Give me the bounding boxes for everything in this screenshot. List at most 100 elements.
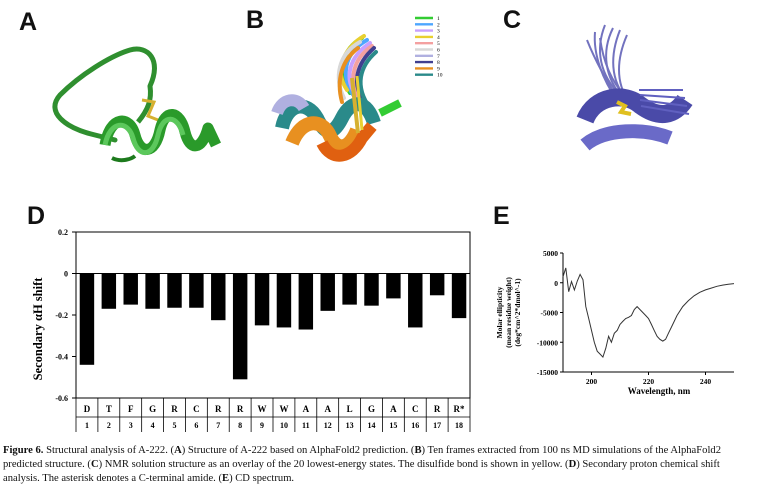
chart-d-position-label: 17	[433, 421, 441, 430]
chart-d-bar-10	[276, 273, 292, 328]
chart-e-ylabel-line-3: (deg*cm^2*dmol^-1)	[513, 278, 522, 347]
chart-d-bar-4	[145, 273, 160, 309]
chart-d-residue-label: R*	[454, 404, 465, 414]
legend-label-10: 10	[437, 73, 443, 79]
chart-d-bar-11	[298, 273, 314, 330]
legend-label-6: 6	[437, 48, 440, 54]
legend-label-1: 1	[437, 16, 440, 22]
chart-e-xlabel: Wavelength, nm	[628, 386, 691, 396]
chart-d-residue-label: W	[279, 404, 288, 414]
chart-e-xtick-label: 220	[643, 377, 655, 386]
chart-d-residue-label: W	[258, 404, 267, 414]
chart-d-bar-18	[451, 273, 467, 319]
chart-d-bar-15	[386, 273, 401, 299]
chart-d-position-label: 6	[194, 421, 198, 430]
chart-d-residue-label: A	[324, 404, 331, 414]
chart-e-ytick-label: -15000	[537, 368, 558, 377]
chart-d-bar-2	[101, 273, 117, 309]
panel-letter-d: D	[27, 202, 46, 230]
chart-e-ylabel-line-2: (mean residue weight)	[504, 277, 513, 348]
chart-d-bar-14	[364, 273, 379, 306]
chart-d-position-label: 2	[107, 421, 111, 430]
chart-d-position-label: 1	[85, 421, 89, 430]
chart-d-ylabel: Secondary αH shift	[31, 277, 45, 381]
caption-segment-7: ) NMR solution structure as an overlay o…	[98, 459, 569, 470]
caption-segment-4: B	[414, 445, 422, 456]
chart-d-bar-5	[167, 273, 182, 308]
chart-e-ylabel-line-1: Molar ellipticity	[495, 286, 504, 338]
chart-d-residue-label: R	[215, 404, 222, 414]
panel-c-nmr-overlay-image	[576, 24, 693, 151]
chart-d-residue-label: R	[434, 404, 441, 414]
chart-d-ytick-label: -0.6	[55, 394, 68, 403]
caption-segment-11: ) CD spectrum.	[229, 473, 295, 484]
chart-d-bar-16	[408, 273, 423, 328]
chart-d: Secondary αH shift 0.2 0 -0.2 -0.4 -0.6 D 1 T 2…	[31, 228, 471, 432]
chart-e-ytick-label: -5000	[541, 309, 559, 318]
chart-d-residue-label: G	[149, 404, 156, 414]
chart-d-residue-label: G	[368, 404, 375, 414]
chart-d-bar-13	[342, 273, 357, 305]
legend-label-5: 5	[437, 41, 440, 47]
panel-a-structure-image	[52, 46, 221, 163]
chart-d-residue-label: C	[193, 404, 200, 414]
chart-e: Molar ellipticity (mean residue weight) (d…	[495, 249, 735, 396]
caption-segment-5: ) Ten frames extracted from 100 ns MD si…	[3, 445, 721, 470]
chart-e-ytick-label: 0	[554, 279, 558, 288]
panel-letter-c: C	[503, 6, 522, 34]
legend-label-2: 2	[437, 22, 440, 28]
caption-body: Structural analysis of A-222. (A) Struct…	[3, 445, 721, 484]
chart-d-position-label: 13	[346, 421, 354, 430]
chart-d-position-label: 10	[280, 421, 288, 430]
chart-d-position-label: 7	[216, 421, 220, 430]
chart-d-bar-12	[320, 273, 335, 311]
legend-label-8: 8	[437, 60, 440, 66]
chart-d-residue-label: D	[84, 404, 91, 414]
caption-segment-8: D	[568, 459, 577, 470]
caption-segment-9: ) Secondary proton chemical shift analys…	[3, 459, 720, 484]
legend-label-9: 9	[437, 66, 440, 72]
chart-d-residue-label: C	[412, 404, 419, 414]
caption-segment-2: A	[174, 445, 182, 456]
chart-d-residue-label: A	[390, 404, 397, 414]
panel-letter-b: B	[246, 6, 265, 34]
chart-d-ytick-label: 0	[64, 270, 68, 279]
chart-d-bar-6	[189, 273, 204, 308]
chart-e-xtick-label: 240	[700, 377, 712, 386]
chart-d-bar-7	[211, 273, 226, 321]
chart-d-position-label: 12	[324, 421, 332, 430]
chart-e-xtick-label: 200	[586, 377, 598, 386]
chart-d-bar-17	[429, 273, 445, 296]
chart-d-position-label: 11	[302, 421, 310, 430]
chart-d-position-label: 5	[173, 421, 177, 430]
chart-d-ytick-label: -0.4	[55, 353, 68, 362]
legend-label-3: 3	[437, 29, 440, 35]
caption-segment-1: Structural analysis of A-222. (	[43, 445, 175, 456]
figure-caption: Figure 6. Structural analysis of A-222. …	[3, 444, 755, 486]
chart-d-bar-9	[254, 273, 270, 326]
legend-label-7: 7	[437, 54, 440, 60]
chart-e-ytick-label: -10000	[537, 338, 558, 347]
chart-d-bar-8	[232, 273, 248, 380]
chart-d-residue-label: R	[171, 404, 178, 414]
chart-d-residue-label: T	[106, 404, 112, 414]
chart-d-position-label: 14	[368, 421, 376, 430]
legend-label-4: 4	[437, 35, 440, 41]
chart-d-ytick-label: 0.2	[58, 228, 68, 237]
chart-d-position-label: 16	[411, 421, 419, 430]
caption-segment-3: ) Structure of A-222 based on AlphaFold2…	[181, 445, 415, 456]
chart-e-ytick-label: 5000	[543, 249, 558, 258]
chart-d-position-label: 9	[260, 421, 264, 430]
chart-d-residue-label: A	[303, 404, 310, 414]
chart-d-residue-label: L	[347, 404, 353, 414]
chart-d-residue-label: F	[128, 404, 134, 414]
chart-d-position-label: 3	[129, 421, 133, 430]
chart-e-line	[562, 267, 735, 359]
caption-label: Figure 6.	[3, 445, 44, 456]
caption-segment-10: E	[221, 473, 230, 484]
chart-d-ytick-label: -0.2	[55, 311, 68, 320]
panel-letter-a: A	[19, 8, 38, 36]
chart-d-bar-1	[79, 273, 95, 365]
chart-d-position-label: 15	[389, 421, 397, 430]
